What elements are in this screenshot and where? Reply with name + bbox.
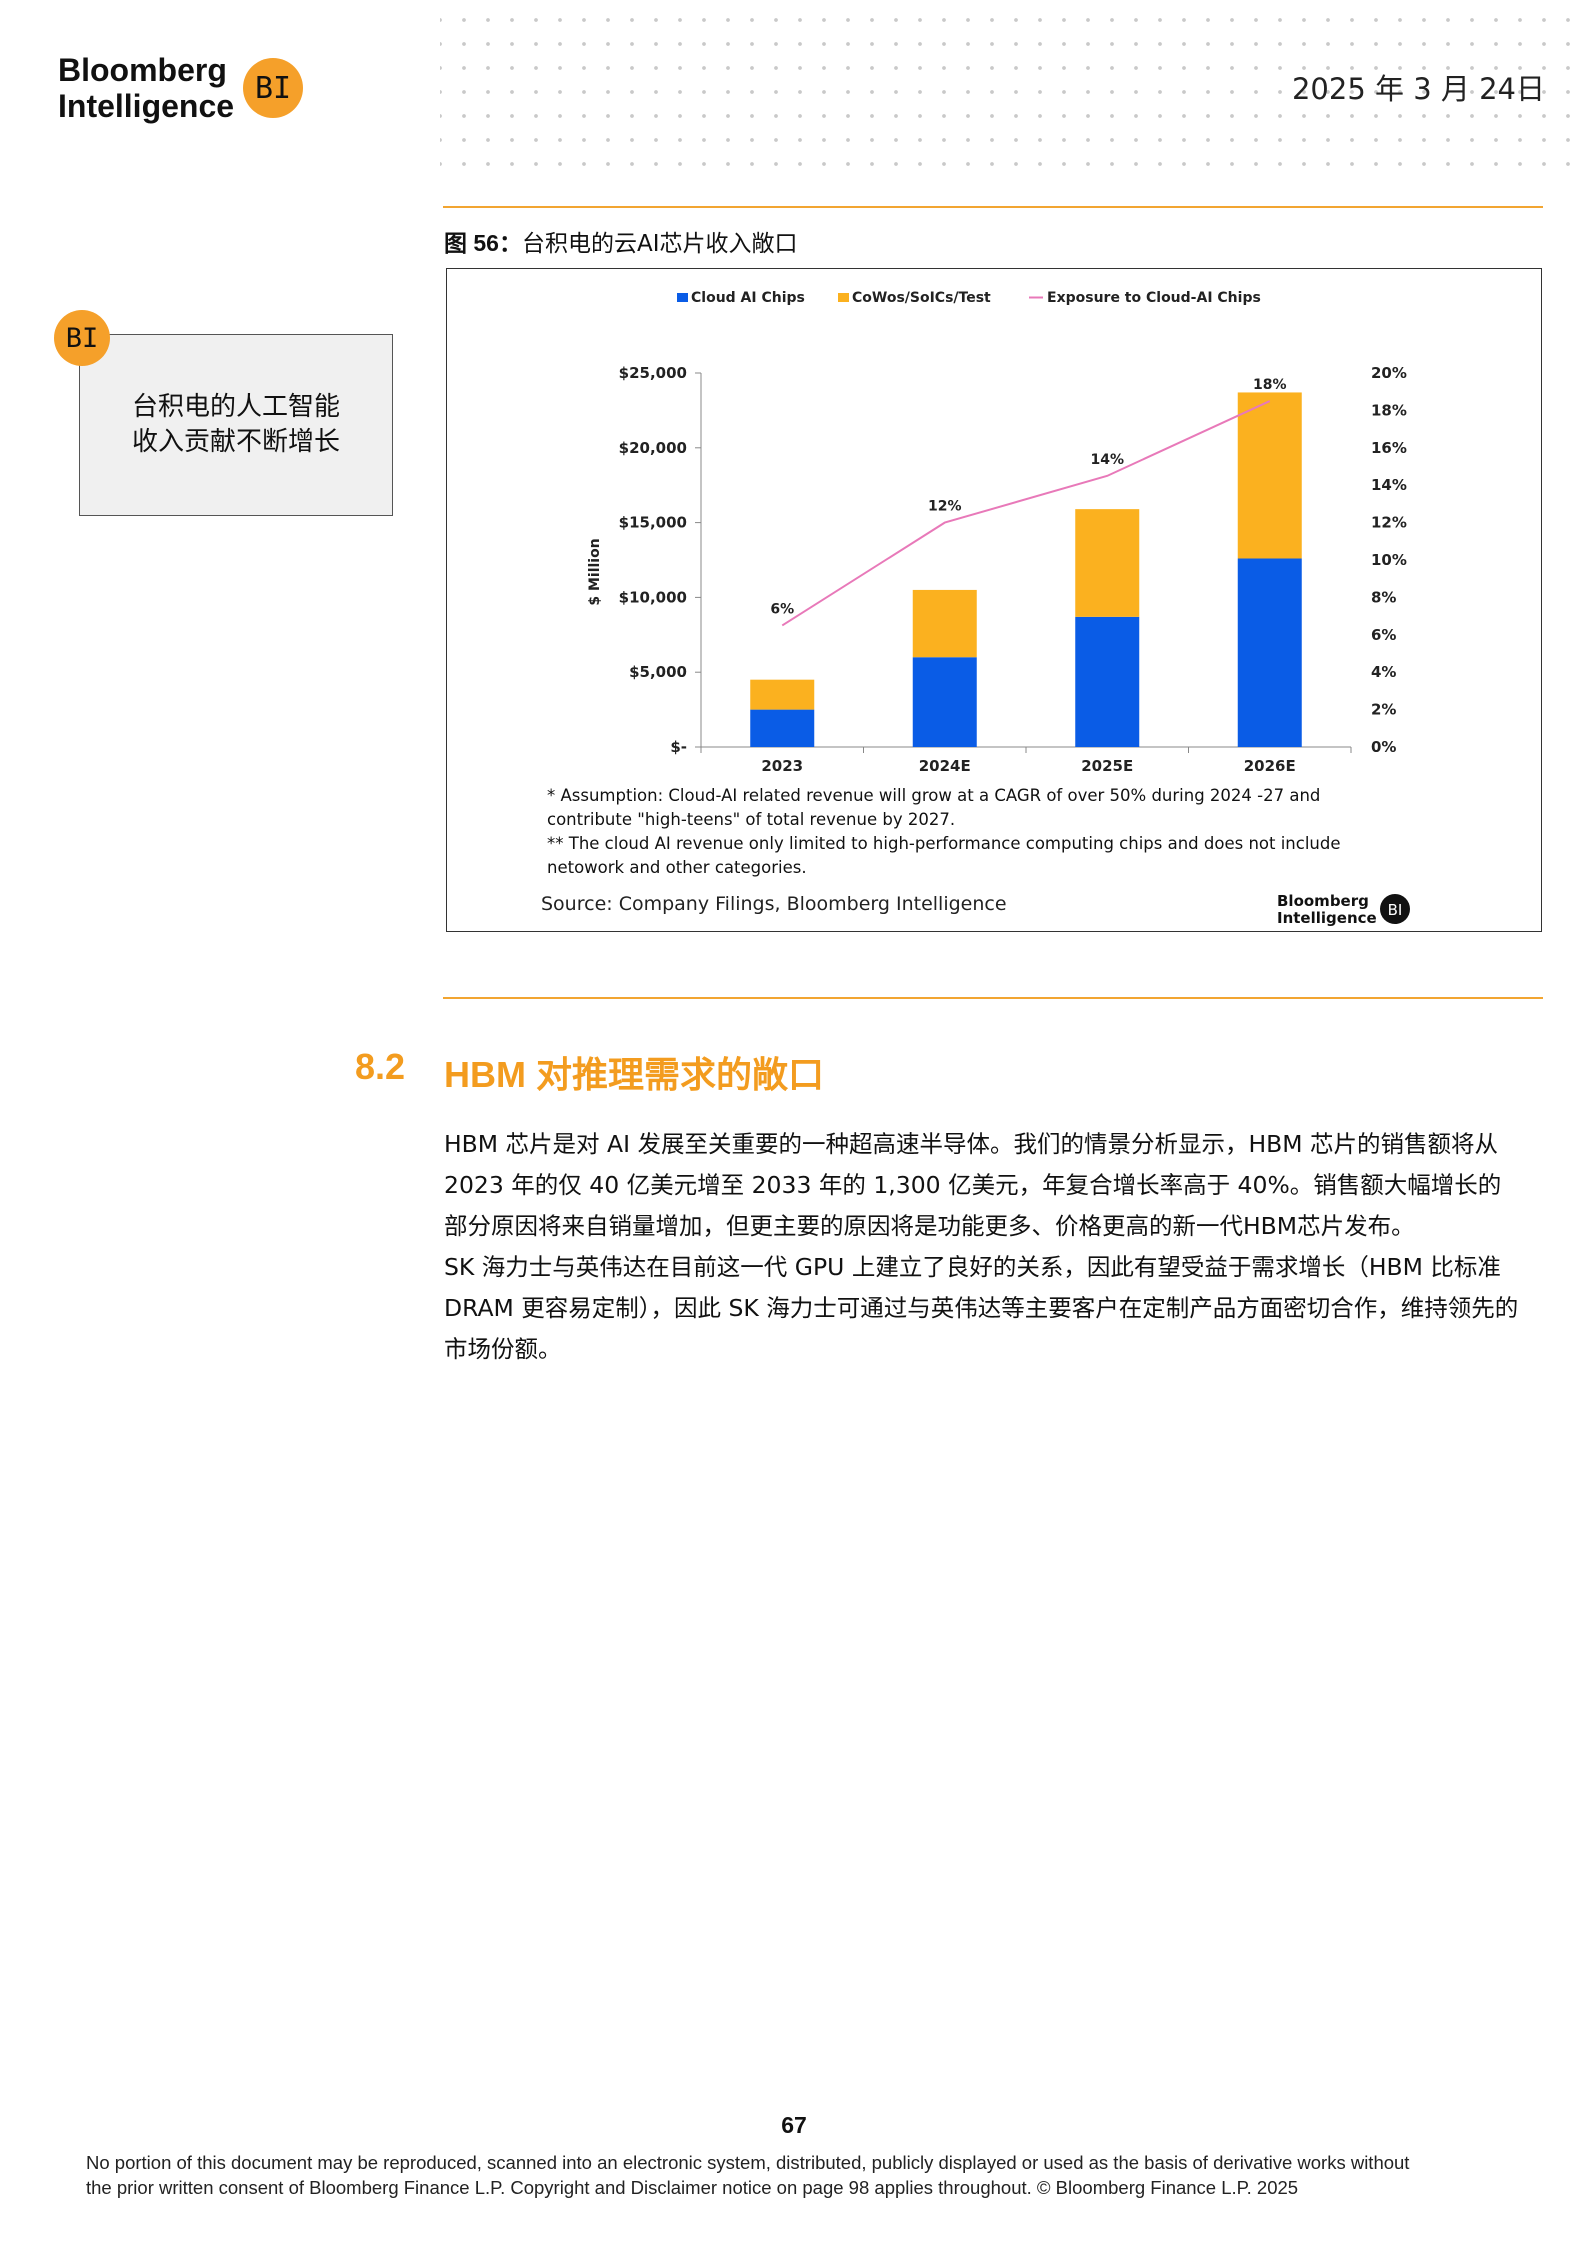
callout-bi-badge: BI bbox=[54, 310, 110, 366]
y2-tick-label: 0% bbox=[1371, 738, 1396, 756]
bar-cloud-ai-chips-2023 bbox=[750, 709, 815, 747]
legend-swatch-cowos bbox=[838, 293, 849, 302]
y2-tick-label: 18% bbox=[1371, 401, 1407, 419]
footer-disclaimer: No portion of this document may be repro… bbox=[86, 2150, 1546, 2200]
chart-brand-line2: Intelligence bbox=[1277, 909, 1377, 927]
y-axis-label: $ Million bbox=[587, 538, 603, 605]
y2-tick-label: 12% bbox=[1371, 514, 1407, 532]
header-dot-pattern bbox=[440, 0, 1570, 170]
bar-cloud-ai-chips-2026e bbox=[1237, 558, 1302, 747]
chart-brand-line1: Bloomberg bbox=[1277, 892, 1369, 910]
section-title: HBM 对推理需求的敞口 bbox=[444, 1054, 824, 1095]
stacked-bar-line-chart: Cloud AI Chips CoWos/SoICs/Test Exposure… bbox=[541, 290, 1410, 927]
section-number: 8.2 bbox=[355, 1046, 406, 1087]
report-date: 2025 年 3 月 24日 bbox=[1291, 72, 1545, 106]
chart-brand-badge-text: BI bbox=[1388, 901, 1403, 919]
bar-cowos-soics-test-2025e bbox=[1075, 509, 1140, 617]
chart-legend: Cloud AI Chips CoWos/SoICs/Test Exposure… bbox=[677, 290, 1261, 306]
x-tick-label: 2023 bbox=[761, 757, 803, 775]
y2-tick-label: 4% bbox=[1371, 663, 1396, 681]
callout-line2: 收入贡献不断增长 bbox=[131, 427, 340, 457]
legend-label-exposure: Exposure to Cloud-AI Chips bbox=[1047, 290, 1261, 306]
figure-caption: 图 56：台积电的云AI芯片收入敞口 bbox=[444, 224, 798, 258]
disclaimer-line1: No portion of this document may be repro… bbox=[86, 2152, 1410, 2173]
y-tick-label: $5,000 bbox=[629, 663, 687, 681]
chart-source: Source: Company Filings, Bloomberg Intel… bbox=[541, 893, 1007, 915]
page-number: 67 bbox=[781, 2112, 807, 2138]
figure-label: 图 56： bbox=[444, 230, 522, 256]
bar-cowos-soics-test-2026e bbox=[1237, 392, 1302, 559]
callout-line1: 台积电的人工智能 bbox=[131, 392, 340, 422]
y2-tick-label: 6% bbox=[1371, 626, 1396, 644]
bar-cowos-soics-test-2023 bbox=[750, 679, 815, 710]
body-paragraph-2: SK 海力士与英伟达在目前这一代 GPU 上建立了良好的关系，因此有望受益于需求… bbox=[444, 1253, 1519, 1363]
y-tick-label: $20,000 bbox=[619, 439, 687, 457]
exposure-data-label: 12% bbox=[928, 499, 962, 515]
logo-line2: Intelligence bbox=[58, 88, 235, 124]
chart-bars bbox=[750, 392, 1302, 747]
y2-tick-label: 10% bbox=[1371, 551, 1407, 569]
chart-note2-line1: ** The cloud AI revenue only limited to … bbox=[547, 834, 1341, 853]
y-tick-label: $- bbox=[670, 738, 687, 756]
x-tick-label: 2026E bbox=[1244, 757, 1296, 775]
y-tick-label: $15,000 bbox=[619, 514, 687, 532]
chart-note1-line1: * Assumption: Cloud-AI related revenue w… bbox=[547, 786, 1320, 805]
exposure-data-label: 6% bbox=[770, 601, 794, 617]
chart-note1-line2: contribute "high-teens" of total revenue… bbox=[547, 810, 955, 829]
logo-line1: Bloomberg bbox=[58, 52, 227, 88]
x-tick-label: 2025E bbox=[1081, 757, 1133, 775]
section-body: HBM 芯片是对 AI 发展至关重要的一种超高速半导体。我们的情景分析显示，HB… bbox=[444, 1124, 1524, 1370]
legend-label-cloud: Cloud AI Chips bbox=[691, 290, 805, 306]
y2-tick-label: 14% bbox=[1371, 476, 1407, 494]
y-tick-label: $25,000 bbox=[619, 364, 687, 382]
chart-container: Cloud AI Chips CoWos/SoICs/Test Exposure… bbox=[446, 268, 1542, 932]
y2-tick-label: 2% bbox=[1371, 701, 1396, 719]
chart-note2-line2: netowork and other categories. bbox=[547, 858, 807, 877]
legend-swatch-cloud bbox=[677, 293, 688, 302]
y2-tick-label: 20% bbox=[1371, 364, 1407, 382]
header-rule bbox=[443, 206, 1543, 208]
bi-logo-badge: BI bbox=[243, 58, 303, 118]
figure-title: 台积电的云AI芯片收入敞口 bbox=[521, 231, 798, 257]
exposure-data-label: 14% bbox=[1090, 452, 1124, 468]
bloomberg-intelligence-logo: Bloomberg Intelligence bbox=[58, 52, 234, 124]
y2-tick-label: 8% bbox=[1371, 588, 1396, 606]
exposure-line bbox=[781, 400, 1271, 627]
x-tick-label: 2024E bbox=[919, 757, 971, 775]
y2-tick-label: 16% bbox=[1371, 439, 1407, 457]
disclaimer-line2: the prior written consent of Bloomberg F… bbox=[86, 2177, 1299, 2198]
section-rule bbox=[443, 997, 1543, 999]
sidebar-callout: 台积电的人工智能 收入贡献不断增长 bbox=[79, 334, 393, 516]
body-paragraph-1: HBM 芯片是对 AI 发展至关重要的一种超高速半导体。我们的情景分析显示，HB… bbox=[444, 1130, 1502, 1240]
legend-label-cowos: CoWos/SoICs/Test bbox=[852, 290, 991, 306]
y-tick-label: $10,000 bbox=[619, 588, 687, 606]
exposure-data-label: 18% bbox=[1253, 377, 1287, 393]
bar-cloud-ai-chips-2025e bbox=[1075, 616, 1140, 747]
bar-cowos-soics-test-2024e bbox=[912, 589, 977, 658]
chart-brand-badge bbox=[1380, 894, 1410, 924]
chart-line: 6% 12% 14% 18% bbox=[770, 377, 1287, 627]
bar-cloud-ai-chips-2024e bbox=[912, 657, 977, 747]
